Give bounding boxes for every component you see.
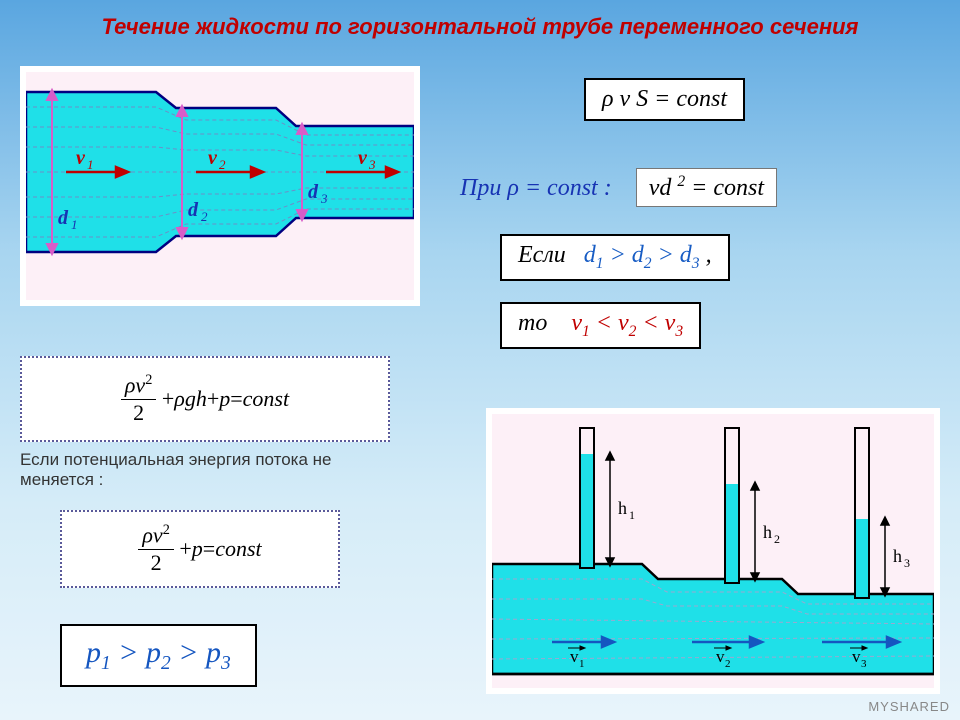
page-title: Течение жидкости по горизонтальной трубе… <box>0 14 960 40</box>
svg-text:v: v <box>76 147 86 169</box>
svg-text:d: d <box>58 207 69 229</box>
svg-text:1: 1 <box>71 217 78 232</box>
svg-text:1: 1 <box>579 658 585 670</box>
svg-text:3: 3 <box>861 658 867 670</box>
svg-text:3: 3 <box>320 191 328 206</box>
vd-const: vd 2 = const <box>636 168 777 207</box>
svg-text:v: v <box>358 147 368 169</box>
svg-text:v: v <box>208 147 218 169</box>
svg-text:1: 1 <box>87 157 94 172</box>
svg-text:2: 2 <box>725 658 731 670</box>
svg-text:1: 1 <box>629 508 635 522</box>
svg-text:2: 2 <box>201 209 208 224</box>
svg-text:d: d <box>188 199 199 221</box>
svg-text:v: v <box>852 647 861 666</box>
svg-text:3: 3 <box>368 157 376 172</box>
pipe-diagram-top: v1 v2 v3 d1 d2 d3 <box>20 66 420 306</box>
continuity-eq: ρ v S = const <box>584 78 745 121</box>
bernoulli-short: ρv22 + p = const <box>60 510 340 588</box>
svg-text:v: v <box>716 647 725 666</box>
manometer-diagram: h1 h2 h3 v1 v2 v3 <box>486 408 940 694</box>
bernoulli-full: ρv22 + ρgh + p = const <box>20 356 390 442</box>
rho-const-line: При ρ = const : vd 2 = const <box>460 168 777 207</box>
rho-const-label: При ρ = const : <box>460 175 612 201</box>
v-relation: то v1 < v2 < v3 <box>500 302 701 349</box>
d-relation: Если d1 > d2 > d3 , <box>500 234 730 281</box>
svg-text:h: h <box>893 546 902 566</box>
svg-text:2: 2 <box>774 532 780 546</box>
potential-note: Если потенциальная энергия потока не мен… <box>20 450 390 490</box>
p-relation: p1 > p2 > p3 <box>60 624 257 687</box>
svg-text:2: 2 <box>219 157 226 172</box>
svg-text:3: 3 <box>904 556 910 570</box>
watermark: MYSHARED <box>868 699 950 714</box>
svg-text:h: h <box>618 498 627 518</box>
svg-text:v: v <box>570 647 579 666</box>
svg-text:d: d <box>308 181 319 203</box>
svg-text:h: h <box>763 522 772 542</box>
